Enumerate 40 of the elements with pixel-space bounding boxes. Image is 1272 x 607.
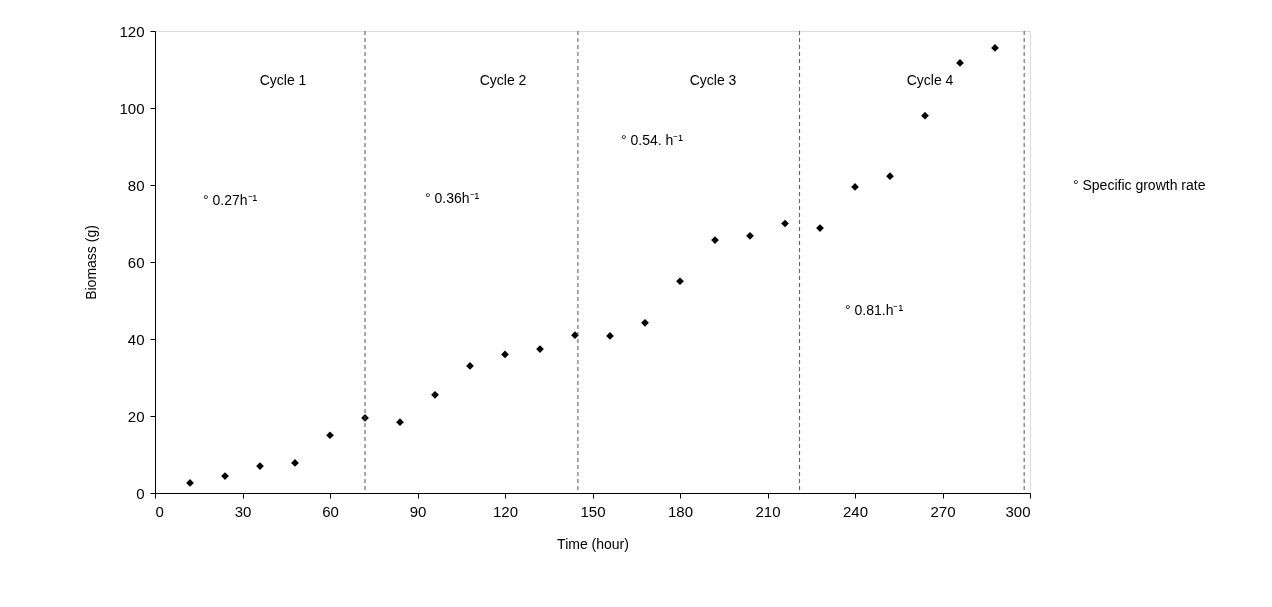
point [641,318,649,327]
x-tick-label: 270 [930,502,956,520]
y-tick-label: 0 [136,484,145,502]
y-axis-title: Biomass (g) [83,225,100,300]
x-tick-label: 210 [755,502,781,520]
y-tick-label: 80 [127,176,145,194]
annotation: ° 0.36h⁻¹ [425,190,480,206]
text: ° Specific growth rate [1073,177,1206,193]
y-tick-label: 60 [127,253,145,271]
point [326,431,334,440]
point [571,331,579,340]
annotation: Cycle 1 [259,72,307,88]
y-tick-label: 20 [127,407,145,425]
x-tick-label: 150 [580,502,606,520]
x-tick-label: 240 [842,502,869,520]
annotation: Cycle 2 [479,72,527,88]
point [781,219,789,228]
y-tick-label: 100 [119,99,145,117]
point [501,350,509,359]
x-tick-label: 300 [1005,502,1031,520]
annotation: Cycle 3 [689,72,737,88]
point [676,277,684,286]
x-tick-label: 180 [667,502,694,520]
annotation: ° 0.54. h⁻¹ [621,132,684,148]
y-tick-label: 120 [119,22,145,40]
x-tick-label: 60 [322,502,339,520]
point [431,390,439,399]
x-tick-label: 30 [234,502,252,520]
x-tick-label: 0 [155,502,164,520]
x-tick-label: 120 [492,502,519,520]
annotation: ° 0.81.h⁻¹ [845,302,904,318]
annotation: Cycle 4 [906,72,954,88]
point [921,111,929,120]
x-axis-title: Time (hour) [557,535,629,552]
point [886,172,894,181]
y-tick-label: 40 [127,330,145,348]
x-tick-label: 90 [409,502,427,520]
point [396,418,404,427]
point [746,231,754,240]
annotation: ° 0.27h⁻¹ [203,192,258,208]
